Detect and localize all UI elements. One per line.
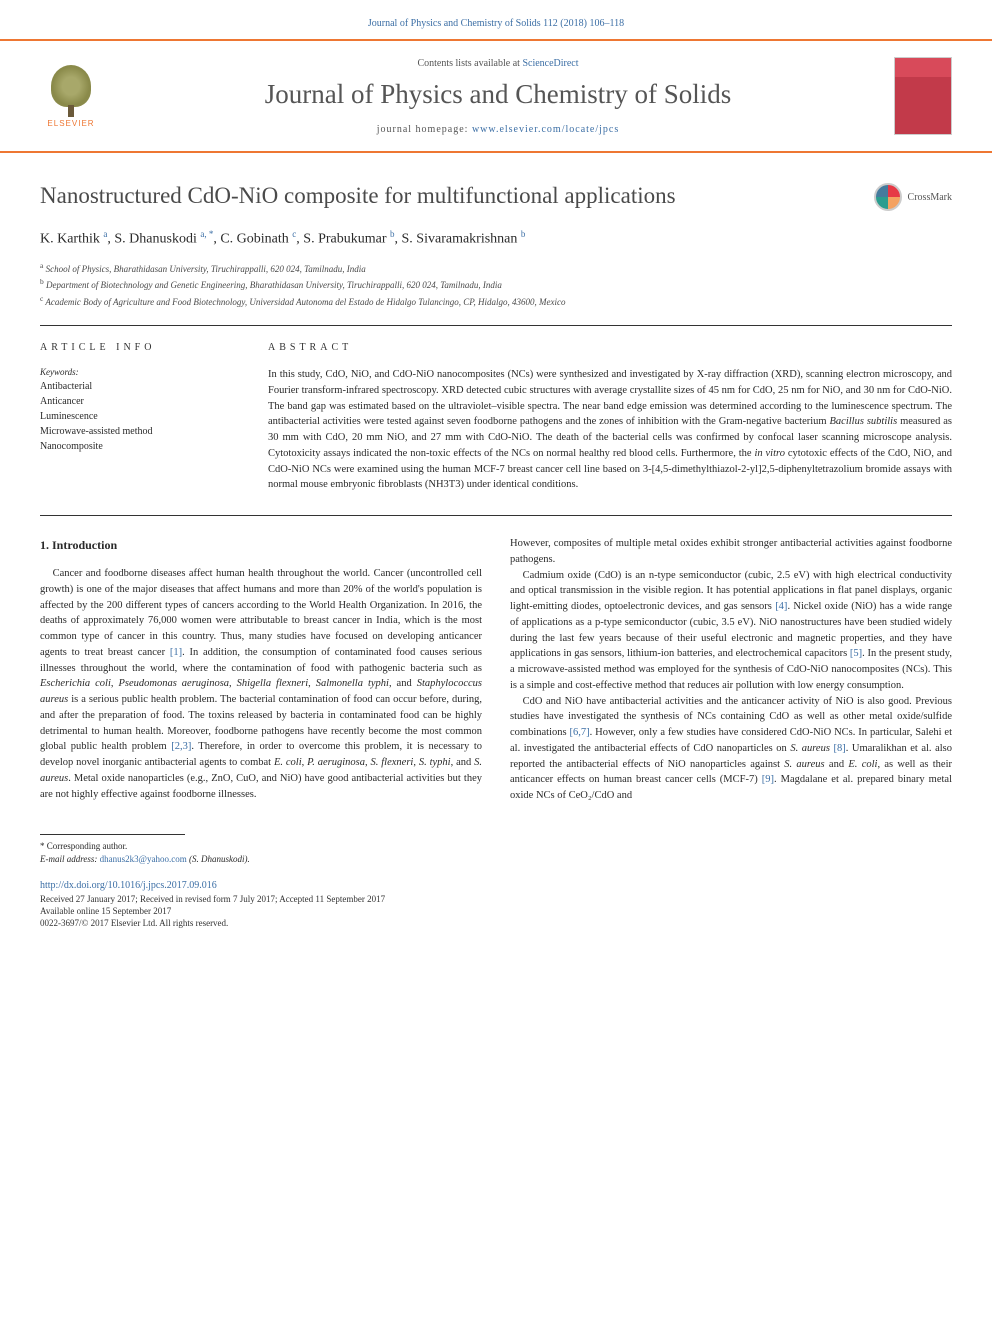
body-columns: 1. Introduction Cancer and foodborne dis… [40,536,952,804]
masthead-center: Contents lists available at ScienceDirec… [122,58,874,135]
elsevier-text: ELSEVIER [47,119,94,128]
article-info-heading: ARTICLE INFO [40,342,240,353]
section-title: Introduction [52,538,117,552]
homepage-prefix: journal homepage: [377,124,472,135]
email-line: E-mail address: dhanus2k3@yahoo.com (S. … [40,854,952,864]
article-info: ARTICLE INFO Keywords: AntibacterialAnti… [40,342,240,493]
abstract-column: ABSTRACT In this study, CdO, NiO, and Cd… [268,342,952,493]
crossmark-label: CrossMark [908,192,952,203]
body-right-column: However, composites of multiple metal ox… [510,536,952,804]
article-header: Nanostructured CdO-NiO composite for mul… [0,153,992,211]
article-title: Nanostructured CdO-NiO composite for mul… [40,183,874,209]
homepage-link[interactable]: www.elsevier.com/locate/jpcs [472,124,619,135]
elsevier-tree-icon [51,65,91,107]
abstract-text: In this study, CdO, NiO, and CdO-NiO nan… [268,367,952,493]
doi-link[interactable]: http://dx.doi.org/10.1016/j.jpcs.2017.09… [40,880,952,891]
copyright-line: 0022-3697/© 2017 Elsevier Ltd. All right… [40,918,952,928]
intro-para-r1: However, composites of multiple metal ox… [510,536,952,568]
email-link[interactable]: dhanus2k3@yahoo.com [100,854,187,864]
journal-title: Journal of Physics and Chemistry of Soli… [122,79,874,110]
header-citation: Journal of Physics and Chemistry of Soli… [0,0,992,39]
intro-para-r2: Cadmium oxide (CdO) is an n-type semicon… [510,568,952,694]
contents-prefix: Contents lists available at [417,58,522,69]
keywords-list: AntibacterialAnticancerLuminescenceMicro… [40,379,240,454]
crossmark-icon [874,183,902,211]
affiliations: a School of Physics, Bharathidasan Unive… [0,260,992,326]
email-name: (S. Dhanuskodi). [187,854,250,864]
keywords-label: Keywords: [40,367,240,377]
footer-divider [40,834,185,835]
sciencedirect-link[interactable]: ScienceDirect [522,58,578,69]
info-abstract-row: ARTICLE INFO Keywords: AntibacterialAnti… [0,326,992,515]
available-line: Available online 15 September 2017 [40,906,952,916]
crossmark-badge[interactable]: CrossMark [874,183,952,211]
journal-cover-thumbnail[interactable] [894,57,952,135]
footer: * Corresponding author. E-mail address: … [0,804,992,952]
authors-line: K. Karthik a, S. Dhanuskodi a, *, C. Gob… [0,211,992,260]
abstract-heading: ABSTRACT [268,342,952,353]
corresponding-author: * Corresponding author. [40,841,952,851]
dates-line: Received 27 January 2017; Received in re… [40,894,952,904]
body-section: 1. Introduction Cancer and foodborne dis… [0,516,992,804]
body-left-column: 1. Introduction Cancer and foodborne dis… [40,536,482,804]
email-label: E-mail address: [40,854,100,864]
homepage-line: journal homepage: www.elsevier.com/locat… [122,124,874,135]
intro-para-left: Cancer and foodborne diseases affect hum… [40,566,482,802]
elsevier-logo[interactable]: ELSEVIER [40,62,102,130]
intro-para-r3: CdO and NiO have antibacterial activitie… [510,694,952,804]
masthead: ELSEVIER Contents lists available at Sci… [0,39,992,153]
contents-line: Contents lists available at ScienceDirec… [122,58,874,69]
section-heading: 1. Introduction [40,536,482,554]
section-number: 1. [40,538,49,552]
